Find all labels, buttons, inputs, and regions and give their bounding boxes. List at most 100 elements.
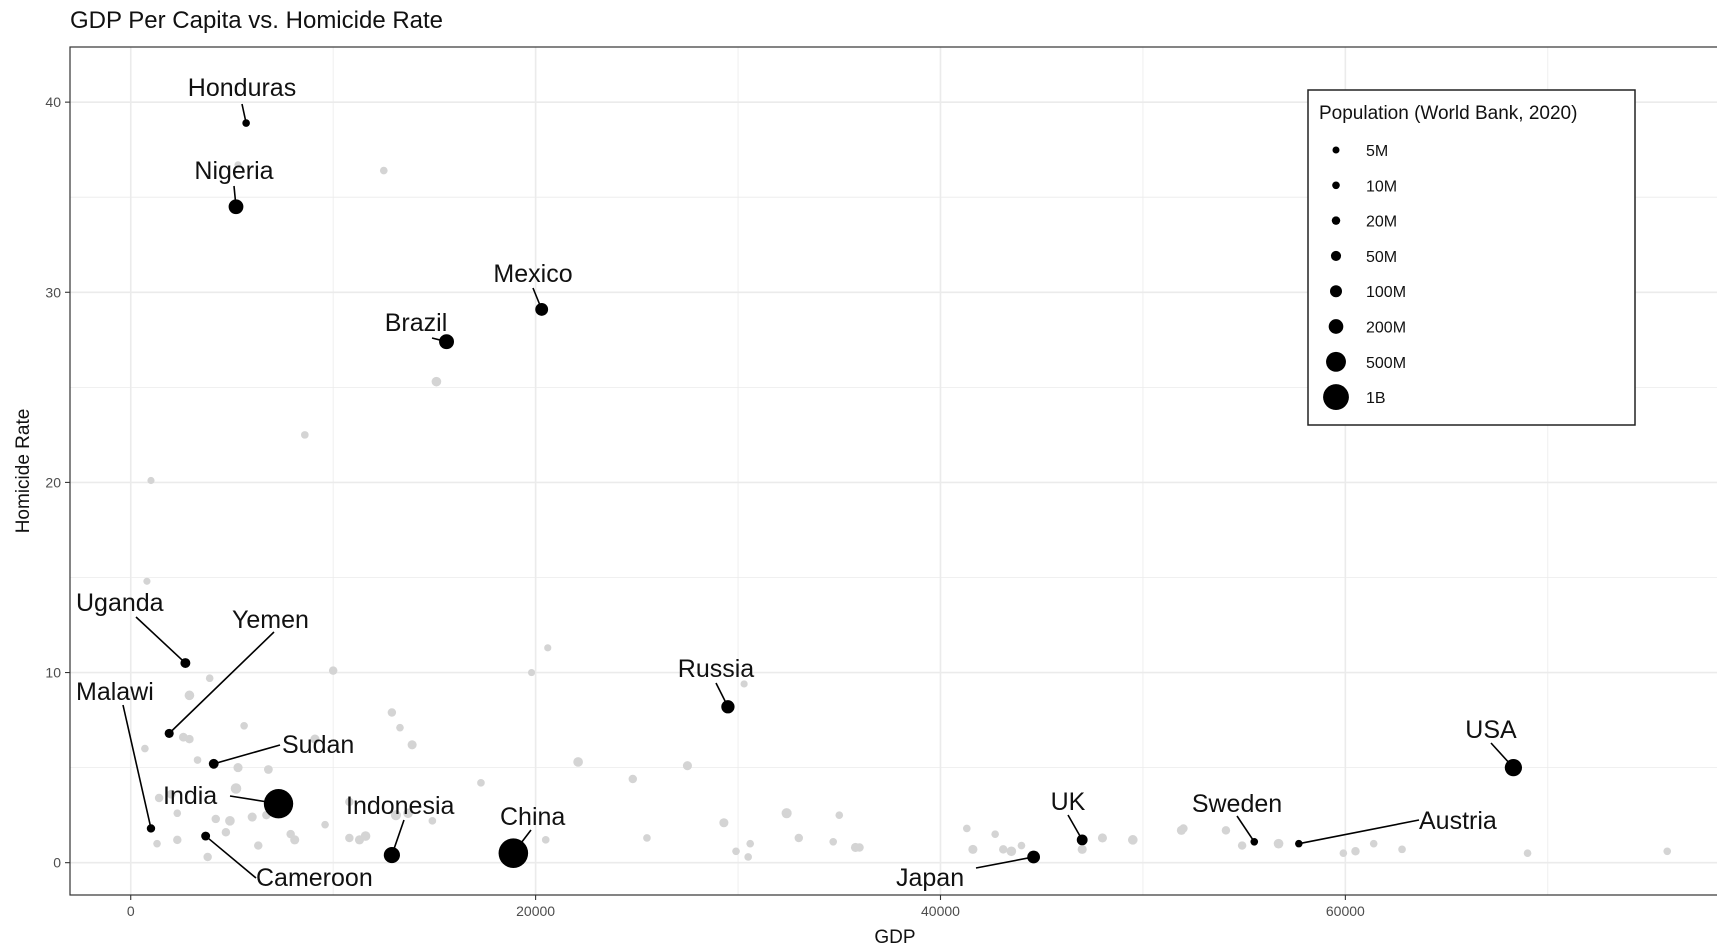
- legend-size-marker: [1328, 319, 1344, 334]
- leader-line-japan: [975, 856, 1034, 869]
- legend-size-marker: [1330, 285, 1342, 298]
- country-point: [794, 833, 804, 843]
- country-point: [999, 845, 1008, 854]
- country-point: [1663, 847, 1672, 856]
- y-axis-title: Homicide Rate: [13, 409, 34, 534]
- labeled-point-uganda: [180, 658, 191, 669]
- country-label-japan: Japan: [896, 864, 964, 892]
- y-tick-label: 40: [45, 94, 61, 110]
- country-point: [541, 836, 550, 844]
- country-point: [1523, 849, 1532, 857]
- x-axis-title: GDP: [874, 927, 915, 947]
- country-label-mexico: Mexico: [493, 260, 572, 288]
- leader-line-malawi: [122, 704, 152, 829]
- country-point: [205, 674, 214, 683]
- country-point: [744, 853, 752, 861]
- labeled-point-india: [263, 789, 294, 819]
- country-point: [719, 818, 729, 828]
- labeled-point-mexico: [535, 302, 549, 316]
- other-countries-points: [141, 161, 1672, 862]
- country-point: [1237, 841, 1247, 850]
- country-point: [527, 668, 536, 677]
- country-point: [682, 761, 692, 771]
- labeled-point-sweden: [1250, 837, 1259, 846]
- country-point: [354, 835, 365, 845]
- country-point: [962, 824, 971, 833]
- country-point: [1127, 835, 1138, 845]
- country-point: [234, 161, 242, 169]
- country-label-yemen: Yemen: [232, 606, 309, 634]
- country-point: [643, 834, 651, 842]
- country-point: [477, 779, 485, 787]
- country-point: [1351, 847, 1360, 856]
- country-point: [1077, 844, 1087, 854]
- country-point: [211, 814, 220, 824]
- country-point: [1339, 849, 1348, 857]
- country-point: [855, 843, 864, 852]
- labeled-point-yemen: [164, 728, 174, 738]
- x-tick-label: 40000: [921, 903, 960, 919]
- country-point: [573, 757, 583, 767]
- labeled-point-russia: [721, 700, 735, 714]
- legend-entry-label: 200M: [1366, 320, 1406, 337]
- country-labels: Honduras Nigeria Mexico Brazil Uganda Yemen Ma…: [76, 74, 1517, 892]
- country-point: [428, 817, 437, 825]
- country-point: [732, 847, 740, 856]
- country-point: [230, 783, 242, 794]
- country-point: [544, 644, 552, 652]
- leader-line-sweden: [1236, 815, 1255, 843]
- labeled-point-brazil: [439, 334, 455, 350]
- leader-line-sudan: [213, 744, 281, 765]
- labeled-point-china: [498, 838, 529, 868]
- country-label-sweden: Sweden: [1192, 790, 1282, 818]
- legend-size-marker: [1330, 250, 1342, 261]
- country-label-austria: Austria: [1419, 807, 1497, 835]
- country-point: [740, 680, 748, 688]
- country-point: [1398, 845, 1406, 854]
- legend-size-marker: [1326, 351, 1346, 372]
- country-label-uganda: Uganda: [76, 589, 164, 617]
- country-point: [628, 774, 638, 784]
- labeled-point-nigeria: [228, 199, 244, 215]
- country-point: [173, 835, 182, 845]
- country-point: [147, 476, 155, 485]
- country-point: [1221, 826, 1231, 835]
- country-point: [225, 816, 235, 826]
- country-point: [221, 828, 231, 837]
- labeled-point-japan: [1027, 850, 1041, 864]
- x-tick-label: 20000: [516, 903, 555, 919]
- legend-title: Population (World Bank, 2020): [1319, 103, 1577, 124]
- country-point: [835, 811, 844, 819]
- population-legend: Population (World Bank, 2020) 5M 10M 20M 50…: [1307, 89, 1636, 426]
- y-tick-label: 10: [45, 665, 61, 681]
- country-point: [143, 577, 151, 585]
- labeled-point-uk: [1076, 834, 1088, 846]
- country-point: [387, 708, 397, 717]
- x-tick-label: 0: [127, 903, 135, 919]
- country-point: [1179, 824, 1188, 833]
- country-point: [396, 723, 404, 732]
- country-point: [286, 829, 295, 839]
- country-point: [254, 841, 263, 850]
- leader-line-uganda: [135, 616, 186, 664]
- country-point: [1273, 838, 1284, 849]
- country-point: [263, 765, 273, 774]
- country-label-indonesia: Indonesia: [346, 792, 455, 820]
- plot-panel-border: [69, 46, 1717, 896]
- country-point: [431, 376, 442, 387]
- country-label-russia: Russia: [678, 655, 755, 683]
- y-tick-label: 30: [45, 284, 61, 300]
- legend-entry-label: 100M: [1366, 284, 1406, 301]
- country-point: [233, 763, 243, 773]
- country-label-usa: USA: [1465, 716, 1517, 744]
- country-point: [968, 844, 978, 854]
- country-label-uk: UK: [1051, 788, 1086, 816]
- country-point: [328, 666, 338, 675]
- country-point: [403, 808, 413, 819]
- country-point: [781, 808, 792, 819]
- country-point: [185, 734, 194, 744]
- leader-line-cameroon: [205, 835, 257, 879]
- axis-ticks: 0 20000 40000 60000 0 10 20 30 40: [45, 94, 1365, 919]
- country-label-malawi: Malawi: [76, 678, 154, 706]
